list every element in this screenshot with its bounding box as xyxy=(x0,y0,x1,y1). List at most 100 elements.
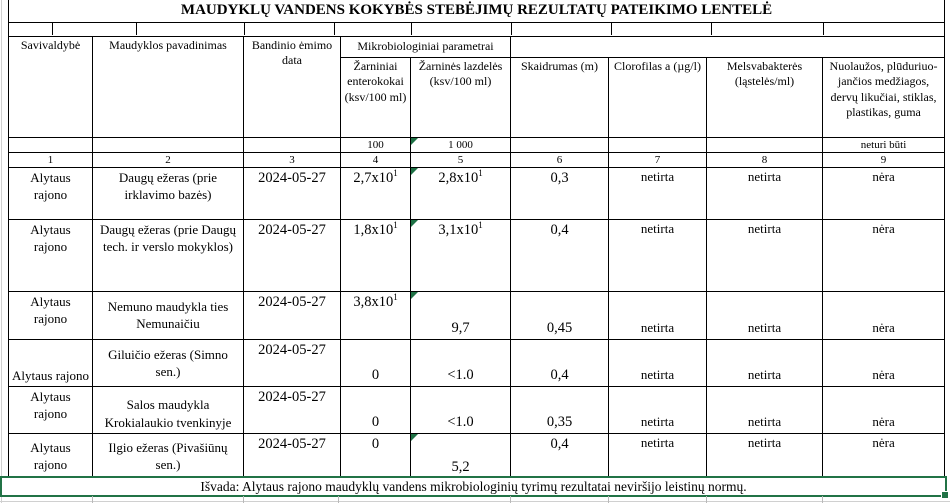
cell-beach-name[interactable]: Salos maudykla Krokialaukio tvenkinyje xyxy=(92,385,244,434)
cell-chlorophyll[interactable]: netirta xyxy=(608,338,707,387)
error-flag-icon xyxy=(411,138,418,145)
cell-cyanobacteria[interactable]: netirta xyxy=(706,432,823,479)
header-savivaldybe[interactable]: Savivaldybė xyxy=(8,35,93,138)
column-number[interactable]: 1 xyxy=(8,151,93,168)
cell-clarity[interactable]: 0,35 xyxy=(510,385,609,434)
cell-sample-date[interactable]: 2024-05-27 xyxy=(243,385,341,434)
conclusion-selected-cell[interactable]: Išvada: Alytaus rajono maudyklų vandens … xyxy=(0,476,949,499)
cell-beach-name[interactable]: Daugų ežeras (prie Daugų tech. ir verslo… xyxy=(92,218,244,292)
cell-sample-date[interactable]: 2024-05-27 xyxy=(243,290,341,340)
cell-ecoli[interactable]: <1.0 xyxy=(410,338,511,387)
limit-cell-empty[interactable] xyxy=(608,136,707,153)
cell-chlorophyll[interactable]: netirta xyxy=(608,218,707,292)
sheet-gridline-tick xyxy=(822,496,823,503)
cell-savivaldybe[interactable]: Alytaus rajono xyxy=(8,385,93,434)
cell-beach-name[interactable]: Ilgio ežeras (Pivašiūnų sen.) xyxy=(92,432,244,479)
column-number[interactable]: 9 xyxy=(821,151,946,168)
cell-clarity[interactable]: 0,3 xyxy=(510,166,609,220)
cell-beach-name[interactable]: Giluičio ežeras (Simno sen.) xyxy=(92,338,244,387)
empty-cells-strip xyxy=(10,23,944,35)
cell-sample-date[interactable]: 2024-05-27 xyxy=(243,338,341,387)
cell-clarity[interactable]: 0,4 xyxy=(510,338,609,387)
sheet-gridline-tick xyxy=(608,496,609,503)
sheet-gridline-tick xyxy=(92,496,93,503)
cell-chlorophyll[interactable]: netirta xyxy=(608,432,707,479)
sheet-gridline-tick xyxy=(510,496,511,503)
error-flag-icon xyxy=(411,220,418,227)
cell-chlorophyll[interactable]: netirta xyxy=(608,166,707,220)
cell-enterococci[interactable]: 3,8x101 xyxy=(340,290,411,340)
cell-ecoli[interactable]: 5,2 xyxy=(410,432,511,479)
cell-ecoli[interactable]: 9,7 xyxy=(410,290,511,340)
column-number[interactable]: 8 xyxy=(706,151,823,168)
cell-enterococci[interactable]: 0 xyxy=(340,338,411,387)
cell-ecoli[interactable]: 3,1x101 xyxy=(410,218,511,292)
cell-cyanobacteria[interactable]: netirta xyxy=(706,338,823,387)
cell-sample-date[interactable]: 2024-05-27 xyxy=(243,218,341,292)
cell-savivaldybe[interactable]: Alytaus rajono xyxy=(8,338,93,387)
cell-enterococci[interactable]: 2,7x101 xyxy=(340,166,411,220)
column-number[interactable]: 5 xyxy=(410,151,511,168)
header-clorofilas[interactable]: Clorofilas a (µg/l) xyxy=(608,56,707,138)
cell-cyanobacteria[interactable]: netirta xyxy=(706,290,823,340)
limit-cell-empty[interactable] xyxy=(510,136,609,153)
cell-cyanobacteria[interactable]: netirta xyxy=(706,166,823,220)
limit-nuolauzos[interactable]: neturi būti xyxy=(821,136,946,153)
cell-debris[interactable]: nėra xyxy=(821,218,946,292)
cell-savivaldybe[interactable]: Alytaus rajono xyxy=(8,290,93,340)
cell-chlorophyll[interactable]: netirta xyxy=(608,385,707,434)
cell-sample-date[interactable]: 2024-05-27 xyxy=(243,432,341,479)
cell-chlorophyll[interactable]: netirta xyxy=(608,290,707,340)
limit-cell-empty[interactable] xyxy=(243,136,341,153)
header-maudyklos-pavadinimas[interactable]: Maudyklos pavadinimas xyxy=(92,35,244,138)
cell-enterococci[interactable]: 0 xyxy=(340,385,411,434)
header-nuolauzos[interactable]: Nuolaužos, plūduriuo- jančios medžiagos,… xyxy=(821,56,946,138)
cell-savivaldybe[interactable]: Alytaus rajono xyxy=(8,218,93,292)
cell-clarity[interactable]: 0,4 xyxy=(510,432,609,479)
column-number[interactable]: 2 xyxy=(92,151,244,168)
cell-debris[interactable]: nėra xyxy=(821,166,946,220)
cell-debris[interactable]: nėra xyxy=(821,290,946,340)
column-number[interactable]: 6 xyxy=(510,151,609,168)
cell-beach-name[interactable]: Daugų ežeras (prie irklavimo bazės) xyxy=(92,166,244,220)
header-zarnines-lazdeles[interactable]: Žarninės lazdelės (ksv/100 ml) xyxy=(410,56,511,138)
cell-ecoli[interactable]: <1.0 xyxy=(410,385,511,434)
cell-savivaldybe[interactable]: Alytaus rajono xyxy=(8,166,93,220)
header-empty-span[interactable] xyxy=(509,35,946,58)
column-number[interactable]: 4 xyxy=(340,151,411,168)
cell-debris[interactable]: nėra xyxy=(821,432,946,479)
cell-clarity[interactable]: 0,4 xyxy=(510,218,609,292)
empty-sheet-row[interactable] xyxy=(7,21,946,37)
cell-ecoli[interactable]: 2,8x101 xyxy=(410,166,511,220)
cell-savivaldybe[interactable]: Alytaus rajono xyxy=(8,432,93,479)
limit-cell-empty[interactable] xyxy=(706,136,823,153)
limit-lazdeles[interactable]: 1 000 xyxy=(410,136,511,153)
limit-enterokokai[interactable]: 100 xyxy=(340,136,411,153)
header-skaidrumas[interactable]: Skaidrumas (m) xyxy=(510,56,609,138)
sheet-gridline-tick xyxy=(338,496,339,503)
selection-fill-handle[interactable] xyxy=(941,491,949,499)
cell-clarity[interactable]: 0,45 xyxy=(510,290,609,340)
cell-enterococci[interactable]: 1,8x101 xyxy=(340,218,411,292)
column-number[interactable]: 3 xyxy=(243,151,341,168)
error-flag-icon xyxy=(411,434,418,441)
cell-debris[interactable]: nėra xyxy=(821,385,946,434)
cell-beach-name[interactable]: Nemuno maudykla ties Nemunaičiu xyxy=(92,290,244,340)
cell-sample-date[interactable]: 2024-05-27 xyxy=(243,166,341,220)
cell-enterococci[interactable]: 0 xyxy=(340,432,411,479)
cell-cyanobacteria[interactable]: netirta xyxy=(706,218,823,292)
bottom-sheet-gridline xyxy=(0,501,950,502)
limit-cell-empty[interactable] xyxy=(8,136,93,153)
cell-debris[interactable]: nėra xyxy=(821,338,946,387)
results-table: MAUDYKLŲ VANDENS KOKYBĖS STEBĖJIMŲ REZUL… xyxy=(7,0,946,479)
header-bandinio-emimo-data[interactable]: Bandinio ėmimo data xyxy=(243,35,341,138)
limit-cell-empty[interactable] xyxy=(92,136,244,153)
column-number[interactable]: 7 xyxy=(608,151,707,168)
sheet-gridline-tick xyxy=(706,496,707,503)
header-mikrobiologiniai-parametrai[interactable]: Mikrobiologiniai parametrai xyxy=(340,35,511,58)
cell-cyanobacteria[interactable]: netirta xyxy=(706,385,823,434)
left-sheet-gridline xyxy=(1,0,2,503)
header-melsvabakteres[interactable]: Melsvabakterės (ląstelės/ml) xyxy=(706,56,823,138)
header-zarniniai-enterokokai[interactable]: Žarniniai enterokokai (ksv/100 ml) xyxy=(340,56,411,138)
